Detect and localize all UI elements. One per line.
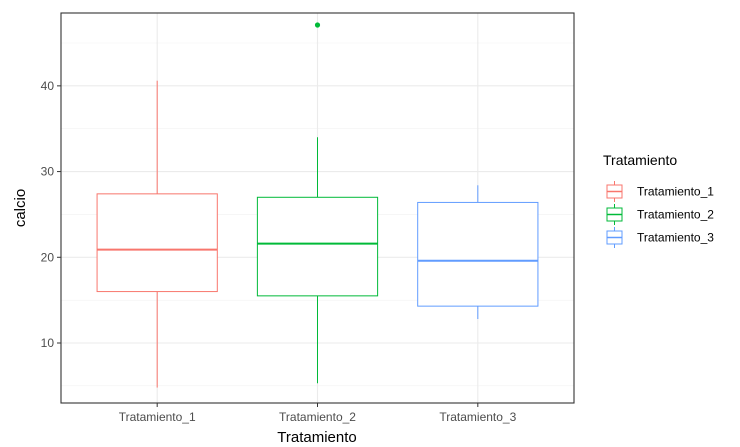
legend-label: Tratamiento_3 (637, 231, 714, 245)
box-layer (96, 22, 539, 388)
legend-title: Tratamiento (603, 152, 677, 168)
legend-item-Tratamiento_2: Tratamiento_2 (606, 204, 714, 225)
box-Tratamiento_2 (256, 22, 379, 384)
box-Tratamiento_1 (96, 80, 218, 388)
iqr-box (256, 196, 379, 297)
y-tick-label: 30 (41, 165, 55, 179)
box-Tratamiento_3 (417, 185, 539, 319)
legend-label: Tratamiento_1 (637, 185, 714, 199)
iqr-box (96, 193, 218, 293)
legend-item-Tratamiento_3: Tratamiento_3 (606, 227, 714, 248)
legend-items: Tratamiento_1 Tratamiento_2 Tratamiento_3 (606, 181, 714, 248)
iqr-box (417, 201, 539, 307)
y-tick-label: 10 (41, 336, 55, 350)
legend-item-Tratamiento_1: Tratamiento_1 (606, 181, 714, 202)
axis-layer: 10 20 30 40 Tratamiento_1 Tratamiento_2 Tratam… (41, 79, 517, 424)
y-tick-label: 40 (41, 79, 55, 93)
x-axis-title: Tratamiento (277, 429, 356, 446)
legend: Tratamiento Tratamiento_1Tratamiento_2Tr… (603, 152, 714, 248)
x-tick-label: Tratamiento_2 (279, 410, 356, 424)
y-axis-title: calcio (12, 189, 29, 227)
y-tick-label: 20 (41, 250, 55, 264)
legend-label: Tratamiento_2 (637, 208, 714, 222)
outlier-point (314, 22, 321, 28)
x-tick-label: Tratamiento_3 (439, 410, 516, 424)
x-tick-label: Tratamiento_1 (119, 410, 196, 424)
